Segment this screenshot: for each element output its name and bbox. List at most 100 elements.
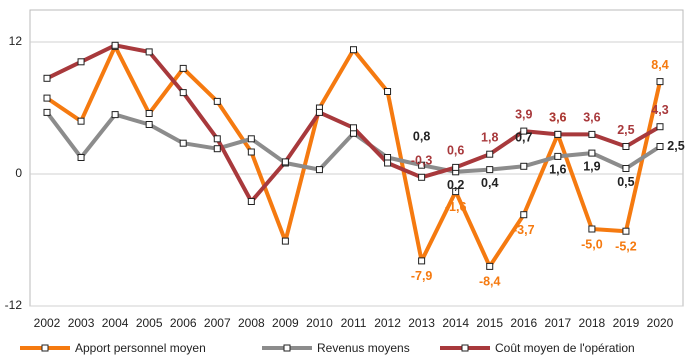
value-label: 0,7 [515, 131, 532, 145]
point-marker [145, 48, 153, 56]
legend-marker [283, 344, 291, 352]
value-label: 0,4 [481, 176, 498, 190]
x-tick-label: 2014 [442, 316, 469, 330]
x-tick-label: 2018 [579, 316, 606, 330]
legend-label: Revenus moyens [317, 341, 410, 355]
point-marker [247, 148, 255, 156]
value-label: 2,5 [617, 123, 634, 137]
point-marker [588, 130, 596, 138]
point-marker [520, 211, 528, 219]
point-marker [77, 117, 85, 125]
x-tick-label: 2020 [647, 316, 674, 330]
point-marker [486, 166, 494, 174]
legend-item: Revenus moyens [262, 341, 410, 355]
point-marker [43, 108, 51, 116]
point-marker [520, 127, 528, 135]
x-tick-label: 2002 [34, 316, 61, 330]
point-marker [315, 166, 323, 174]
x-tick-label: 2010 [306, 316, 333, 330]
point-marker [656, 78, 664, 86]
point-marker [247, 135, 255, 143]
x-tick-label: 2017 [544, 316, 571, 330]
x-tick-label: 2013 [408, 316, 435, 330]
value-label: 3,6 [583, 111, 600, 125]
value-label: 0,8 [413, 129, 430, 143]
point-marker [486, 262, 494, 270]
point-marker [213, 145, 221, 153]
value-label: -5,0 [581, 237, 603, 251]
x-tick-label: 2016 [510, 316, 537, 330]
value-label: 1,8 [481, 130, 498, 144]
point-marker [350, 124, 357, 132]
x-tick-label: 2009 [272, 316, 299, 330]
value-label: 3,6 [549, 111, 566, 125]
point-marker [520, 162, 528, 170]
point-marker [656, 123, 664, 131]
x-tick-label: 2006 [170, 316, 197, 330]
legend-item: Coût moyen de l'opération [440, 341, 635, 355]
value-label: -7,9 [411, 269, 433, 283]
x-tick-label: 2015 [476, 316, 503, 330]
point-marker [588, 225, 596, 233]
point-marker [622, 143, 630, 150]
x-tick-label: 2007 [204, 316, 231, 330]
point-marker [452, 163, 460, 171]
value-label: 8,4 [651, 58, 668, 72]
point-marker [350, 46, 357, 54]
point-marker [622, 165, 630, 172]
value-label: -5,2 [615, 239, 637, 253]
x-tick-label: 2012 [374, 316, 401, 330]
value-label: -8,4 [479, 275, 501, 289]
point-marker [43, 94, 51, 102]
value-label: 1,6 [549, 163, 566, 177]
point-marker [179, 64, 187, 72]
x-tick-label: 2003 [68, 316, 95, 330]
x-tick-label: 2011 [341, 316, 367, 330]
legend-marker [41, 344, 49, 352]
point-marker [418, 257, 426, 265]
value-label: -1,6 [445, 200, 467, 214]
point-marker [452, 188, 460, 196]
point-marker [77, 58, 85, 66]
point-marker [179, 89, 187, 97]
value-label: 1,9 [583, 159, 600, 173]
point-marker [145, 110, 153, 117]
point-marker [213, 97, 221, 105]
legend-marker [461, 344, 469, 352]
value-label: 2,5 [667, 139, 684, 153]
value-label: -3,7 [513, 223, 535, 237]
y-tick-label: 0 [15, 166, 22, 180]
point-marker [554, 152, 562, 160]
x-tick-label: 2005 [136, 316, 163, 330]
x-tick-label: 2019 [613, 316, 640, 330]
value-label: 0,2 [447, 178, 464, 192]
value-label: 4,3 [651, 103, 668, 117]
legend-label: Apport personnel moyen [75, 341, 206, 355]
point-marker [281, 158, 289, 166]
x-tick-label: 2008 [238, 316, 265, 330]
legend-label: Coût moyen de l'opération [495, 341, 635, 355]
value-label: 0,6 [447, 144, 464, 158]
point-marker [554, 130, 562, 138]
point-marker [418, 173, 426, 181]
value-label: 0,5 [617, 175, 634, 189]
x-tick-label: 2004 [102, 316, 129, 330]
point-marker [656, 143, 664, 150]
point-marker [418, 161, 426, 169]
legend-item: Apport personnel moyen [20, 341, 206, 355]
point-marker [247, 198, 255, 205]
point-marker [281, 237, 289, 245]
value-label: 3,6 [549, 111, 566, 125]
value-label: -0,3 [411, 154, 433, 168]
point-marker [77, 154, 85, 161]
value-label: 3,9 [515, 107, 532, 121]
point-marker [213, 135, 221, 143]
point-marker [486, 150, 494, 158]
point-marker [111, 41, 119, 49]
point-marker [315, 108, 323, 116]
point-marker [384, 159, 392, 167]
y-tick-label: -12 [5, 298, 23, 312]
point-marker [384, 88, 392, 95]
point-marker [43, 74, 51, 82]
